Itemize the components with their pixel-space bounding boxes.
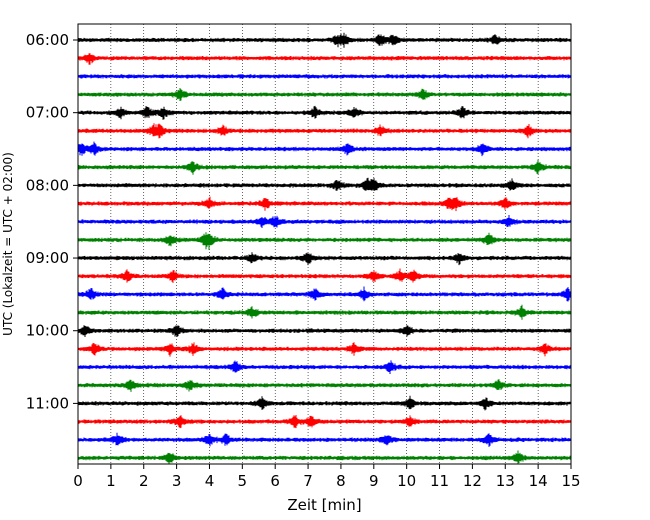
trace-row xyxy=(77,74,572,79)
x-tick-label: 15 xyxy=(561,472,580,490)
trace-row xyxy=(77,123,572,139)
x-axis-label: Zeit [min] xyxy=(287,496,361,514)
y-axis-ticks: 06:00 07:00 08:00 09:00 10:00 11:00 xyxy=(26,31,78,412)
trace-row xyxy=(77,395,572,411)
y-tick-label: 11:00 xyxy=(26,394,69,412)
x-tick-label: 6 xyxy=(270,472,280,490)
x-tick-label: 14 xyxy=(529,472,548,490)
x-tick-label: 13 xyxy=(496,472,515,490)
trace-row xyxy=(77,196,572,212)
y-tick-label: 07:00 xyxy=(26,104,69,122)
trace-row xyxy=(77,141,572,157)
x-tick-label: 12 xyxy=(463,472,482,490)
x-tick-label: 7 xyxy=(303,472,313,490)
seismic-traces xyxy=(77,32,572,465)
x-tick-label: 8 xyxy=(336,472,346,490)
x-tick-label: 11 xyxy=(430,472,449,490)
trace-row xyxy=(77,450,572,465)
x-tick-label: 0 xyxy=(73,472,83,490)
x-tick-label: 9 xyxy=(369,472,379,490)
y-axis-label: UTC (Lokalzeit = UTC + 02:00) xyxy=(1,152,15,336)
x-axis-ticks: 0 1 2 3 4 5 6 7 8 9 10 11 12 13 14 15 xyxy=(73,464,581,490)
plot-frame xyxy=(77,23,572,465)
trace-row xyxy=(77,105,572,120)
x-gridlines xyxy=(110,24,539,464)
y-tick-label: 10:00 xyxy=(26,322,69,340)
x-tick-label: 2 xyxy=(139,472,149,490)
x-tick-label: 1 xyxy=(106,472,116,490)
x-tick-label: 5 xyxy=(238,472,248,490)
x-tick-label: 4 xyxy=(205,472,215,490)
trace-row xyxy=(77,304,572,320)
y-tick-label: 09:00 xyxy=(26,249,69,267)
y-tick-label: 08:00 xyxy=(26,176,69,194)
x-tick-label: 3 xyxy=(172,472,182,490)
y-tick-label: 06:00 xyxy=(26,31,69,49)
trace-row xyxy=(77,342,572,357)
trace-row xyxy=(77,252,572,266)
x-tick-label: 10 xyxy=(397,472,416,490)
trace-row xyxy=(77,159,572,175)
trace-row xyxy=(77,88,572,101)
